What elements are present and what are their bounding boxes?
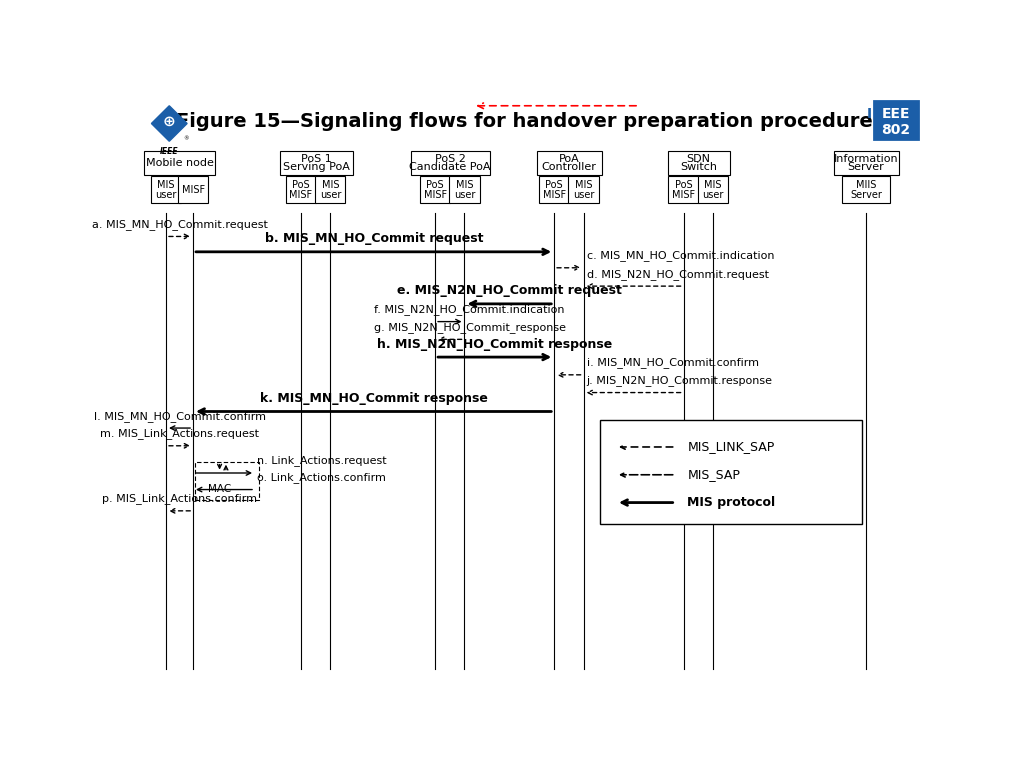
Bar: [537, 151, 602, 175]
Bar: [539, 177, 569, 203]
Text: MIS: MIS: [705, 180, 722, 190]
Bar: [568, 177, 599, 203]
Text: ⊕: ⊕: [163, 114, 176, 129]
Bar: [143, 151, 215, 175]
Text: PoS 2: PoS 2: [435, 154, 466, 164]
Text: f. MIS_N2N_HO_Commit.indication: f. MIS_N2N_HO_Commit.indication: [374, 304, 564, 315]
Text: I: I: [866, 108, 871, 121]
Bar: [697, 177, 728, 203]
Text: user: user: [702, 190, 724, 200]
Text: MIS_LINK_SAP: MIS_LINK_SAP: [687, 441, 775, 453]
Text: user: user: [319, 190, 341, 200]
Text: MISF: MISF: [290, 190, 312, 200]
Text: p. MIS_Link_Actions.confirm: p. MIS_Link_Actions.confirm: [102, 493, 257, 505]
Text: c. MIS_MN_HO_Commit.indication: c. MIS_MN_HO_Commit.indication: [587, 250, 774, 261]
Text: MIIS: MIIS: [856, 180, 877, 190]
Text: Candidate PoA: Candidate PoA: [410, 162, 490, 172]
Bar: [842, 177, 890, 203]
Text: h. MIS_N2N_HO_Commit response: h. MIS_N2N_HO_Commit response: [377, 338, 612, 350]
Text: Mobile node: Mobile node: [145, 158, 214, 168]
Text: MIS_SAP: MIS_SAP: [687, 468, 740, 482]
Text: Controller: Controller: [542, 162, 597, 172]
Text: MIS: MIS: [322, 180, 339, 190]
Text: Server: Server: [848, 162, 885, 172]
Text: MIS: MIS: [574, 180, 592, 190]
Text: d. MIS_N2N_HO_Commit.request: d. MIS_N2N_HO_Commit.request: [587, 269, 769, 280]
Bar: [280, 151, 352, 175]
Bar: [178, 177, 208, 203]
Bar: [669, 177, 698, 203]
Text: Serving PoA: Serving PoA: [283, 162, 349, 172]
Text: m. MIS_Link_Actions.request: m. MIS_Link_Actions.request: [100, 429, 259, 439]
Bar: [600, 420, 862, 524]
Text: e. MIS_N2N_HO_Commit request: e. MIS_N2N_HO_Commit request: [397, 284, 623, 297]
Text: 802: 802: [882, 123, 910, 137]
Text: PoA: PoA: [559, 154, 580, 164]
Bar: [196, 462, 259, 500]
Bar: [315, 177, 345, 203]
Text: PoS: PoS: [426, 180, 444, 190]
Text: MISF: MISF: [543, 190, 565, 200]
Text: i. MIS_MN_HO_Commit.confirm: i. MIS_MN_HO_Commit.confirm: [587, 357, 759, 369]
Text: n. Link_Actions.request: n. Link_Actions.request: [257, 455, 386, 466]
Text: j. MIS_N2N_HO_Commit.response: j. MIS_N2N_HO_Commit.response: [587, 375, 773, 386]
Text: o. Link_Actions.confirm: o. Link_Actions.confirm: [257, 472, 385, 483]
Bar: [668, 151, 729, 175]
Polygon shape: [152, 106, 187, 141]
Text: Switch: Switch: [680, 162, 717, 172]
Text: MISF: MISF: [672, 190, 695, 200]
Text: user: user: [454, 190, 475, 200]
Text: PoS 1: PoS 1: [301, 154, 332, 164]
Text: l. MIS_MN_HO_Commit.confirm: l. MIS_MN_HO_Commit.confirm: [93, 411, 265, 422]
Text: ®: ®: [183, 137, 188, 141]
Text: MAC: MAC: [208, 485, 231, 495]
Text: SDN: SDN: [687, 154, 711, 164]
Text: user: user: [156, 190, 177, 200]
Text: a. MIS_MN_HO_Commit.request: a. MIS_MN_HO_Commit.request: [91, 219, 267, 230]
Text: Server: Server: [850, 190, 882, 200]
Text: MISF: MISF: [424, 190, 446, 200]
Text: PoS: PoS: [292, 180, 310, 190]
Text: Information: Information: [834, 154, 898, 164]
Text: MIS protocol: MIS protocol: [687, 496, 775, 509]
Bar: [420, 177, 451, 203]
Text: MISF: MISF: [181, 185, 205, 195]
Bar: [411, 151, 489, 175]
Bar: [834, 151, 899, 175]
Text: g. MIS_N2N_HO_Commit_response: g. MIS_N2N_HO_Commit_response: [374, 322, 566, 333]
Text: MIS: MIS: [158, 180, 175, 190]
Text: EEE: EEE: [882, 108, 910, 121]
Text: MIS: MIS: [456, 180, 473, 190]
Text: PoS: PoS: [675, 180, 692, 190]
Text: Figure 15—Signaling flows for handover preparation procedure: Figure 15—Signaling flows for handover p…: [176, 112, 873, 131]
Text: b. MIS_MN_HO_Commit request: b. MIS_MN_HO_Commit request: [265, 233, 483, 245]
Bar: [450, 177, 479, 203]
Bar: [873, 101, 918, 140]
Text: PoS: PoS: [546, 180, 563, 190]
Bar: [286, 177, 316, 203]
Text: user: user: [572, 190, 594, 200]
Text: k. MIS_MN_HO_Commit response: k. MIS_MN_HO_Commit response: [260, 392, 488, 405]
Bar: [151, 177, 181, 203]
Text: IEEE: IEEE: [160, 147, 178, 156]
